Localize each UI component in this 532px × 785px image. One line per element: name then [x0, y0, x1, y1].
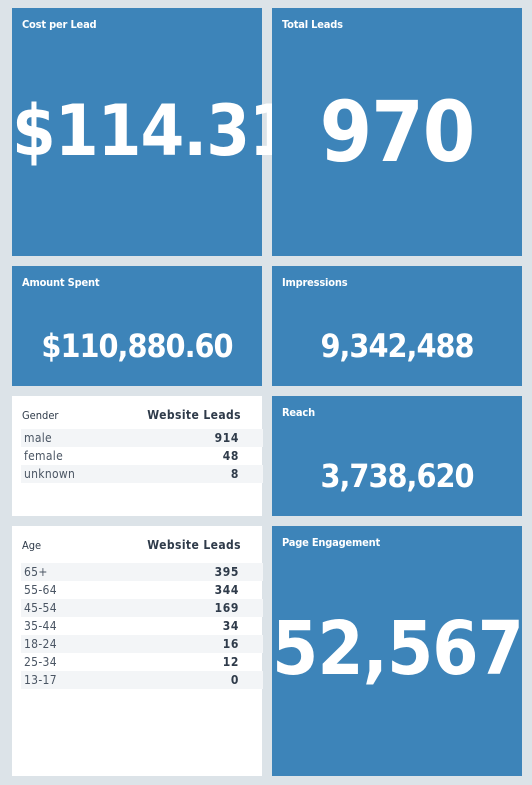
cost-per-lead-value: $114.31 — [12, 90, 293, 172]
amount-spent-value: $110,880.60 — [41, 327, 233, 365]
gender-table-rows: male 914 female 48 unknown 8 — [21, 429, 263, 483]
row-label: 65+ — [24, 565, 48, 579]
cost-per-lead-title: Cost per Lead — [22, 18, 97, 31]
table-row: 35-44 34 — [21, 617, 263, 635]
total-leads-title: Total Leads — [282, 18, 343, 31]
gender-table-header: Gender Website Leads — [22, 408, 241, 422]
row-label: 18-24 — [24, 637, 57, 651]
row-label: 13-17 — [24, 673, 57, 687]
total-leads-tile: Total Leads 970 — [272, 8, 522, 256]
amount-spent-title: Amount Spent — [22, 276, 100, 289]
row-label: unknown — [24, 467, 76, 481]
table-row: unknown 8 — [21, 465, 263, 483]
cost-per-lead-tile: Cost per Lead $114.31 — [12, 8, 293, 256]
amount-spent-tile: Amount Spent $110,880.60 — [12, 266, 262, 386]
row-value: 914 — [214, 431, 239, 445]
table-row: 45-54 169 — [21, 599, 263, 617]
row-value: 0 — [230, 673, 239, 687]
row-label: female — [24, 449, 64, 463]
website-leads-column-header: Website Leads — [147, 408, 241, 422]
website-leads-column-header: Website Leads — [147, 538, 241, 552]
age-table-header: Age Website Leads — [22, 538, 241, 552]
reach-tile: Reach 3,738,620 — [272, 396, 522, 516]
gender-column-header: Gender — [22, 409, 59, 422]
table-row: 25-34 12 — [21, 653, 263, 671]
table-row: 13-17 0 — [21, 671, 263, 689]
table-row: 55-64 344 — [21, 581, 263, 599]
reach-title: Reach — [282, 406, 315, 419]
row-value: 344 — [214, 583, 239, 597]
row-value: 16 — [222, 637, 239, 651]
row-value: 34 — [222, 619, 239, 633]
age-table-rows: 65+ 395 55-64 344 45-54 169 35-44 34 18-24 16… — [21, 563, 263, 689]
impressions-tile: Impressions 9,342,488 — [272, 266, 522, 386]
page-engagement-title: Page Engagement — [282, 536, 381, 549]
page-engagement-value: 52,567 — [272, 606, 524, 692]
row-value: 395 — [214, 565, 239, 579]
age-table-tile: Age Website Leads 65+ 395 55-64 344 45-54 1… — [12, 526, 263, 776]
page-engagement-tile: Page Engagement 52,567 — [272, 526, 524, 776]
total-leads-value: 970 — [319, 83, 476, 181]
impressions-title: Impressions — [282, 276, 348, 289]
row-label: 55-64 — [24, 583, 57, 597]
reach-value: 3,738,620 — [320, 457, 474, 495]
row-label: male — [24, 431, 52, 445]
table-row: male 914 — [21, 429, 263, 447]
gender-table-tile: Gender Website Leads male 914 female 48 un… — [12, 396, 263, 516]
row-label: 25-34 — [24, 655, 57, 669]
row-label: 35-44 — [24, 619, 57, 633]
row-value: 8 — [230, 467, 239, 481]
table-row: 65+ 395 — [21, 563, 263, 581]
row-label: 45-54 — [24, 601, 57, 615]
age-column-header: Age — [22, 539, 42, 552]
row-value: 169 — [214, 601, 239, 615]
row-value: 12 — [222, 655, 239, 669]
row-value: 48 — [222, 449, 239, 463]
table-row: 18-24 16 — [21, 635, 263, 653]
impressions-value: 9,342,488 — [320, 327, 474, 365]
table-row: female 48 — [21, 447, 263, 465]
